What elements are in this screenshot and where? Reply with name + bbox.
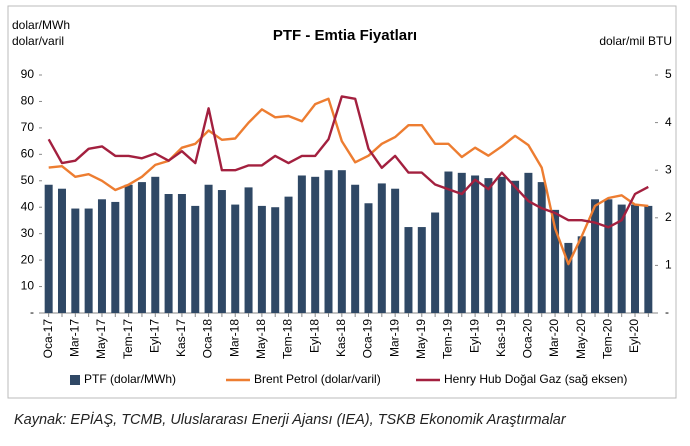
bar [151,176,160,313]
bar [124,184,133,313]
bar [97,199,106,313]
x-tick-label: May-20 [574,319,588,359]
bar [564,242,573,313]
bar [324,170,333,313]
y-tick-label: - [30,305,34,319]
x-tick-label: Tem-19 [441,319,455,359]
x-tick-label: Mar-17 [67,319,81,357]
y-tick-label: 60 [21,147,35,161]
bar [417,227,426,313]
bar [297,175,306,313]
bar [591,199,600,313]
y-tick-label: 90 [21,67,35,81]
y-tick-label: 50 [21,173,35,187]
x-tick-label: May-18 [254,319,268,359]
legend-label: Brent Petrol (dolar/varil) [254,372,381,386]
bar [191,205,200,313]
bar [84,208,93,313]
bar [484,178,493,313]
x-tick-label: Tem-18 [281,319,295,359]
x-tick-label: Mar-19 [387,319,401,357]
y2-tick-label: 4 [665,115,672,129]
legend-swatch [70,375,80,385]
x-tick-label: Oca-20 [521,319,535,359]
bar [57,188,66,313]
x-tick-label: Eyl-20 [627,319,641,353]
y2-tick-label: 5 [665,67,672,81]
y2-tick-label: 2 [665,210,672,224]
legend-label: PTF (dolar/MWh) [84,372,176,386]
y-tick-label: 30 [21,226,35,240]
y-tick-label: 20 [21,252,35,266]
bar [631,204,640,313]
bar [391,188,400,313]
x-tick-label: Oca-17 [41,319,55,359]
bar [111,201,120,313]
x-tick-label: Tem-17 [121,319,135,359]
bar [351,184,360,313]
y-tick-label: 80 [21,94,35,108]
bar [71,208,80,313]
x-tick-label: Oca-18 [201,319,215,359]
bar [471,175,480,313]
bar [311,176,320,313]
bar [231,204,240,313]
y-axis-label: dolar/MWh [12,18,70,32]
line [48,97,649,266]
chart-title: PTF - Emtia Fiyatları [273,27,417,44]
bar [551,209,560,313]
x-tick-label: Eyl-18 [307,319,321,353]
x-tick-label: Kas-18 [334,319,348,357]
bar [577,236,586,313]
bar [284,196,293,313]
bar [204,184,213,313]
bar [337,170,346,313]
bar [137,182,146,313]
bar [524,172,533,313]
x-tick-label: Oca-19 [361,319,375,359]
x-tick-label: Eyl-19 [467,319,481,353]
bar [364,203,373,313]
bar [44,184,53,313]
bar [497,176,506,313]
y-tick-label: 10 [21,279,35,293]
x-tick-label: Kas-19 [494,319,508,357]
line [47,95,649,229]
y-tick-label: 40 [21,199,35,213]
bar [177,194,186,313]
bar [271,207,280,313]
bar [257,205,266,313]
y2-tick-label: 1 [665,258,672,272]
y-axis-label: dolar/varil [12,34,64,48]
x-tick-label: Eyl-17 [147,319,161,353]
y2-tick-label: - [665,305,669,319]
y2-axis-label: dolar/mil BTU [599,34,672,48]
bar [217,190,226,313]
x-tick-label: Kas-17 [174,319,188,357]
bar [457,172,466,313]
bar [431,212,440,313]
bar [377,183,386,313]
bar [604,199,613,313]
bar [164,194,173,313]
bar [444,171,453,313]
bar [511,180,520,313]
y2-tick-label: 3 [665,162,672,176]
source-note: Kaynak: EPİAŞ, TCMB, Uluslararası Enerji… [14,411,567,428]
x-tick-label: May-17 [94,319,108,359]
x-tick-label: Mar-20 [547,319,561,357]
bar [617,204,626,313]
bar [404,227,413,313]
bar [644,205,653,313]
y-tick-label: 70 [21,120,35,134]
legend-label: Henry Hub Doğal Gaz (sağ eksen) [444,372,627,386]
x-tick-label: May-19 [414,319,428,359]
chart-frame [7,5,677,399]
x-tick-label: Tem-20 [601,319,615,359]
bar [537,182,546,313]
bar [244,187,253,313]
x-tick-label: Mar-18 [227,319,241,357]
